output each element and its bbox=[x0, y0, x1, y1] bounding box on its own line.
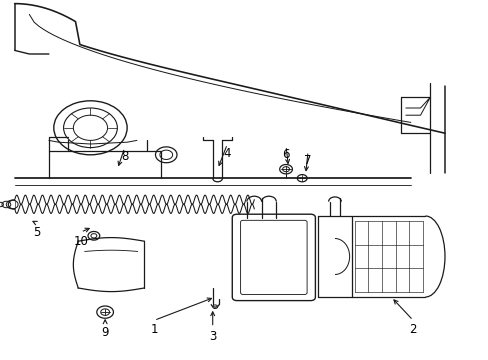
Text: 5: 5 bbox=[33, 226, 41, 239]
Text: 4: 4 bbox=[223, 147, 231, 159]
Text: 1: 1 bbox=[150, 323, 158, 336]
Text: 8: 8 bbox=[121, 150, 128, 163]
Text: 3: 3 bbox=[208, 330, 216, 343]
Text: 9: 9 bbox=[101, 327, 109, 339]
Text: 6: 6 bbox=[282, 148, 289, 161]
Text: 10: 10 bbox=[73, 235, 88, 248]
Text: 2: 2 bbox=[408, 323, 416, 336]
Text: 7: 7 bbox=[304, 154, 311, 167]
